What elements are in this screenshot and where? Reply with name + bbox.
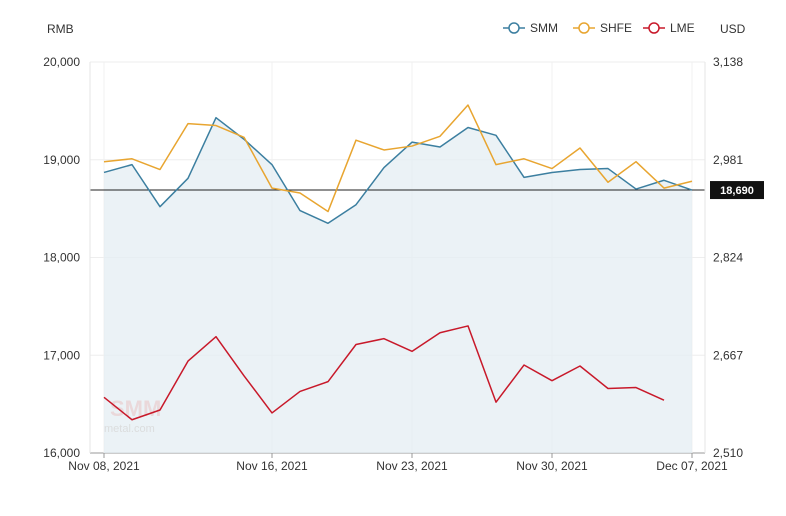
y-tick-label-right: 2,510 (713, 446, 743, 460)
chart-axes: 16,000 2,510 17,000 2,667 18,000 2,824 19,000 2… (43, 55, 743, 473)
y-tick-label-right: 2,824 (713, 251, 743, 265)
current-price-label: 18,690 (720, 185, 754, 197)
chart-legend: SMM SHFE LME (503, 21, 695, 35)
y-tick-label-left: 20,000 (43, 55, 80, 69)
y-tick-label-right: 3,138 (713, 55, 743, 69)
legend-marker-shfe (578, 22, 590, 34)
legend-label-smm: SMM (530, 21, 558, 35)
watermark: SMM metal.com (104, 396, 161, 435)
y-tick-label-left: 16,000 (43, 446, 80, 460)
left-axis-unit: RMB (47, 22, 74, 36)
legend-label-lme: LME (670, 21, 695, 35)
current-price-box (710, 181, 764, 200)
current-price-badge: 18,690 (710, 181, 764, 200)
y-tick-label-right: 2,981 (713, 153, 743, 167)
x-tick-label: Dec 07, 2021 (656, 459, 728, 473)
y-tick-label-left: 19,000 (43, 153, 80, 167)
y-tick-label-left: 18,000 (43, 251, 80, 265)
x-tick-label: Nov 16, 2021 (236, 459, 308, 473)
legend-label-shfe: SHFE (600, 21, 632, 35)
x-tick-label: Nov 23, 2021 (376, 459, 448, 473)
y-tick-label-right: 2,667 (713, 348, 743, 362)
chart-series-lines (103, 104, 693, 421)
x-tick-label: Nov 30, 2021 (516, 459, 588, 473)
y-tick-label-left: 17,000 (43, 348, 80, 362)
x-tick-label: Nov 08, 2021 (68, 459, 140, 473)
series-line-shfe (103, 104, 693, 213)
right-axis-unit: USD (720, 22, 746, 36)
series-line-smm (103, 116, 693, 225)
legend-marker-smm (508, 22, 520, 34)
series-area-smm (104, 117, 692, 453)
watermark-text: metal.com (104, 423, 155, 435)
chart-areas (104, 117, 692, 453)
legend-marker-lme (648, 22, 660, 34)
